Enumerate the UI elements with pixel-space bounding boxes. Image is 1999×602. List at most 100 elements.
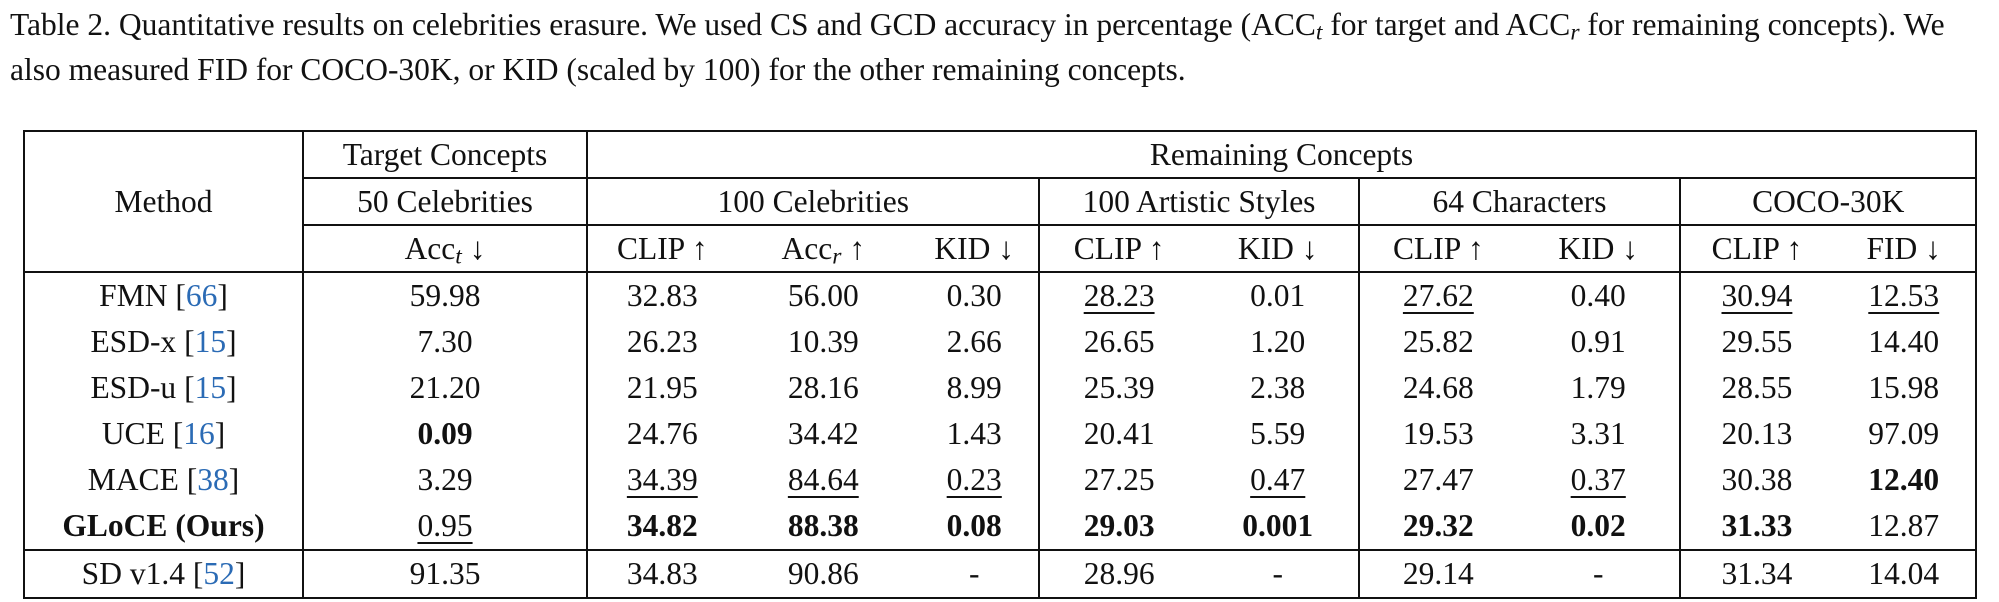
method-name-cell: UCE [16] xyxy=(23,411,304,457)
value-text: 88.38 xyxy=(787,508,859,543)
value-cell: 84.64 xyxy=(737,457,910,503)
method-name-cell: GLoCE (Ours) xyxy=(23,503,304,550)
metric-acc-t-header: Acct ↓ xyxy=(303,224,589,272)
value-cell: - xyxy=(1197,549,1360,599)
metric-kid-header: KID ↓ xyxy=(1197,224,1360,272)
value-text: 30.38 xyxy=(1721,462,1793,497)
metric-acc-r-header: Accr ↑ xyxy=(736,224,911,272)
value-text: 12.40 xyxy=(1868,462,1940,497)
citation-link[interactable]: 66 xyxy=(185,278,218,313)
value-text: 30.94 xyxy=(1721,278,1793,313)
value-cell: 29.55 xyxy=(1680,319,1832,365)
method-name-cell: MACE [38] xyxy=(23,457,304,503)
value-text: 14.04 xyxy=(1868,556,1940,591)
value-cell: 88.38 xyxy=(737,503,910,550)
value-cell: 28.55 xyxy=(1680,365,1832,411)
value-text: 5.59 xyxy=(1250,416,1306,451)
value-text: 84.64 xyxy=(787,462,859,497)
value-cell: 20.13 xyxy=(1680,411,1832,457)
method-name: ESD-x xyxy=(90,324,177,359)
value-text: 2.38 xyxy=(1250,370,1306,405)
value-cell: 1.20 xyxy=(1197,319,1360,365)
value-cell: 3.31 xyxy=(1517,411,1682,457)
value-cell: 34.82 xyxy=(587,503,737,550)
value-text: 24.68 xyxy=(1402,370,1474,405)
value-cell: 29.14 xyxy=(1358,549,1518,599)
value-text: 0.40 xyxy=(1570,278,1626,313)
value-cell: 2.66 xyxy=(910,319,1041,365)
value-cell: 0.47 xyxy=(1197,457,1360,503)
value-cell: 34.42 xyxy=(737,411,910,457)
remaining-concepts-header: Remaining Concepts xyxy=(587,130,1977,178)
group-64-characters-header: 64 Characters xyxy=(1358,177,1682,225)
value-text: 31.33 xyxy=(1721,508,1793,543)
table-row: MACE [38] 3.29 34.39 84.64 0.23 27.25 0.47 27.4… xyxy=(23,457,1977,503)
value-cell: 91.35 xyxy=(303,549,589,599)
caption-sub-t: t xyxy=(1315,19,1323,46)
value-text: 29.03 xyxy=(1083,508,1155,543)
value-cell: 0.01 xyxy=(1197,271,1360,319)
table-row: FMN [66] 59.98 32.83 56.00 0.30 28.23 0.01 27.6… xyxy=(23,271,1977,319)
value-cell: 30.38 xyxy=(1680,457,1832,503)
value-text: 29.14 xyxy=(1402,556,1474,591)
table-caption: Table 2. Quantitative results on celebri… xyxy=(10,2,1995,92)
value-text: 3.29 xyxy=(417,462,473,497)
value-cell: 7.30 xyxy=(303,319,589,365)
value-cell: 0.02 xyxy=(1517,503,1682,550)
metric-clip-header: CLIP ↑ xyxy=(587,224,737,272)
value-text: 0.23 xyxy=(946,462,1002,497)
value-cell: - xyxy=(1517,549,1682,599)
value-text: 28.16 xyxy=(787,370,859,405)
value-text: 56.00 xyxy=(787,278,859,313)
value-text: 0.02 xyxy=(1570,508,1626,543)
metric-fid-header: FID ↓ xyxy=(1832,224,1977,272)
value-cell: 1.43 xyxy=(910,411,1041,457)
value-text: 27.62 xyxy=(1402,278,1474,313)
value-text: 91.35 xyxy=(409,556,481,591)
value-cell: 0.91 xyxy=(1517,319,1682,365)
citation-link[interactable]: 15 xyxy=(194,324,227,359)
value-cell: 25.39 xyxy=(1039,365,1197,411)
caption-text-3: for remaining concepts). We also measure… xyxy=(10,7,1945,87)
value-text: 3.31 xyxy=(1570,416,1626,451)
value-text: - xyxy=(968,556,980,591)
method-name-cell: SD v1.4 [52] xyxy=(23,549,304,599)
value-cell: 12.40 xyxy=(1832,457,1977,503)
value-text: - xyxy=(1592,556,1604,591)
value-cell: 30.94 xyxy=(1680,271,1833,319)
method-name: MACE xyxy=(87,462,179,497)
value-cell: 28.16 xyxy=(737,365,910,411)
value-cell: 31.33 xyxy=(1680,503,1832,550)
citation-link[interactable]: 52 xyxy=(203,556,235,591)
citation-link[interactable]: 16 xyxy=(183,416,215,451)
method-name: ESD-u xyxy=(90,370,177,405)
baseline-row: SD v1.4 [52] 91.35 34.83 90.86 - 28.96 - 29.14 -… xyxy=(23,549,1977,599)
value-cell: 56.00 xyxy=(736,271,911,319)
table-row: UCE [16] 0.09 24.76 34.42 1.43 20.41 5.59 19.53… xyxy=(23,411,1977,457)
value-text: 25.39 xyxy=(1083,370,1155,405)
value-text: 27.25 xyxy=(1083,462,1155,497)
header-row-subgroups: 50 Celebrities 100 Celebrities 100 Artis… xyxy=(24,177,1977,225)
value-cell: - xyxy=(910,549,1041,599)
citation-link[interactable]: 15 xyxy=(194,370,227,405)
value-text: 34.39 xyxy=(626,462,698,497)
group-coco-30k-header: COCO-30K xyxy=(1680,177,1977,225)
value-cell: 19.53 xyxy=(1359,411,1517,457)
caption-text-1: Table 2. Quantitative results on celebri… xyxy=(10,7,1316,42)
value-text: 0.001 xyxy=(1242,508,1314,543)
value-text: 0.30 xyxy=(946,278,1002,313)
value-text: 1.43 xyxy=(946,416,1002,451)
value-text: 0.09 xyxy=(417,416,473,451)
target-50-celebrities-header: 50 Celebrities xyxy=(303,177,589,225)
value-text: 29.32 xyxy=(1402,508,1474,543)
value-text: 25.82 xyxy=(1402,324,1474,359)
value-cell: 27.47 xyxy=(1359,457,1517,503)
value-cell: 14.40 xyxy=(1832,319,1977,365)
value-cell: 0.23 xyxy=(910,457,1041,503)
results-body: FMN [66] 59.98 32.83 56.00 0.30 28.23 0.01 27.6… xyxy=(23,271,1977,599)
method-header: Method xyxy=(23,130,304,272)
value-text: 21.95 xyxy=(626,370,698,405)
citation-link[interactable]: 38 xyxy=(197,462,229,497)
value-cell: 28.96 xyxy=(1039,549,1198,599)
value-cell: 0.40 xyxy=(1517,271,1682,319)
